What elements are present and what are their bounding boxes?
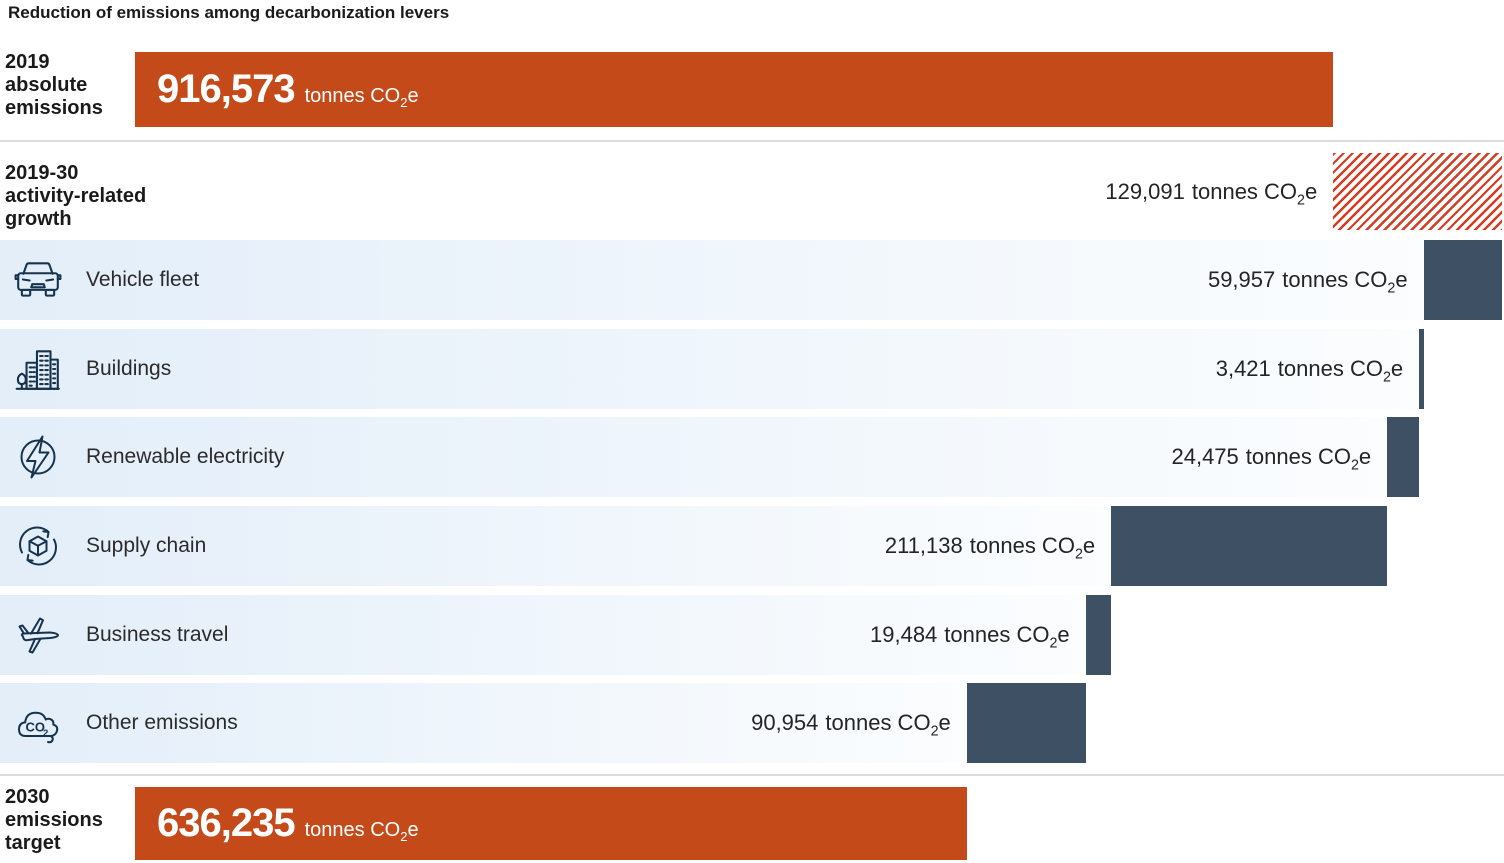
lever-bar (1387, 417, 1420, 497)
cube-cycle-icon (12, 522, 64, 570)
lever-bar (1085, 595, 1112, 675)
lever-row-vehicle-fleet: Vehicle fleet 59,957 tonnes CO2e (0, 240, 1504, 320)
row-band (0, 595, 1086, 675)
lever-row-buildings: Buildings 3,421 tonnes CO2e (0, 329, 1504, 409)
unit-label: tonnes CO2e (1282, 267, 1408, 297)
unit-label: tonnes CO2e (969, 533, 1096, 563)
lever-label: Supply chain (86, 534, 207, 557)
airplane-icon (12, 611, 64, 659)
lever-bar (966, 683, 1086, 763)
emissions-2030-bar: 636,235 tonnes CO2e (135, 787, 967, 860)
lever-row-supply-chain: Supply chain 211,138 tonnes CO2e (0, 506, 1504, 586)
unit-label: tonnes CO2e (1245, 444, 1372, 474)
lever-row-other-emissions: CO 2 Other emissions 90,954 tonnes CO2e (0, 683, 1504, 763)
lever-label: Vehicle fleet (86, 268, 200, 291)
lever-value: 3,421 tonnes CO2e (1215, 356, 1404, 386)
unit-label: tonnes CO2e (1277, 356, 1404, 386)
lever-bar (1419, 329, 1424, 409)
chart-title: Reduction of emissions among decarboniza… (8, 3, 450, 22)
lever-bar (1111, 506, 1388, 586)
start-label: 2019 absolute emissions (5, 51, 103, 119)
growth-value: 129,091 tonnes CO2e (1105, 178, 1318, 208)
lever-label: Renewable electricity (86, 445, 285, 468)
emissions-2019-bar: 916,573 tonnes CO2e (135, 52, 1334, 127)
lever-label: Buildings (86, 357, 172, 380)
row-band (0, 329, 1420, 409)
car-icon (12, 257, 64, 303)
svg-text:2: 2 (43, 728, 48, 739)
lever-row-renewable-electricity: Renewable electricity 24,475 tonnes CO2e (0, 417, 1504, 497)
lightning-icon (12, 433, 64, 481)
emissions-2019-value: 916,573 (157, 67, 296, 111)
lever-label: Other emissions (86, 711, 238, 734)
emissions-2030-value: 636,235 (157, 801, 296, 845)
target-label: 2030 emissions target (5, 786, 103, 854)
lever-bar (1423, 240, 1502, 320)
lever-value: 59,957 tonnes CO2e (1207, 267, 1408, 297)
row-band (0, 240, 1424, 320)
co2-cloud-icon: CO 2 (12, 699, 64, 747)
unit-label: tonnes CO2e (825, 710, 951, 740)
unit-label: tonnes CO2e (304, 819, 419, 844)
unit-label: tonnes CO2e (944, 622, 1070, 652)
lever-label: Business travel (86, 623, 229, 646)
buildings-icon (12, 346, 64, 392)
growth-label: 2019-30 activity-related growth (5, 162, 147, 230)
svg-text:CO: CO (26, 720, 46, 735)
divider (0, 774, 1504, 776)
row-band (0, 506, 1112, 586)
lever-value: 24,475 tonnes CO2e (1171, 444, 1372, 474)
lever-value: 90,954 tonnes CO2e (751, 710, 951, 740)
divider (0, 140, 1504, 142)
row-band (0, 417, 1388, 497)
unit-label: tonnes CO2e (1191, 178, 1318, 208)
growth-hatched-bar (1333, 153, 1502, 230)
lever-value: 211,138 tonnes CO2e (884, 533, 1096, 563)
unit-label: tonnes CO2e (304, 85, 419, 110)
lever-row-business-travel: Business travel 19,484 tonnes CO2e (0, 595, 1504, 675)
row-band (0, 683, 967, 763)
lever-value: 19,484 tonnes CO2e (870, 622, 1070, 652)
